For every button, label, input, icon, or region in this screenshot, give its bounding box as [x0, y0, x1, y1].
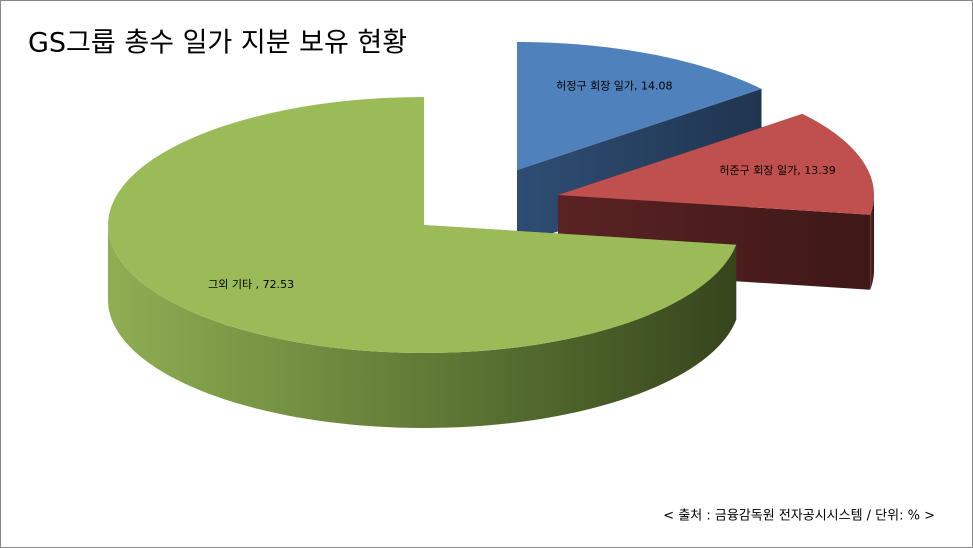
slice	[558, 113, 874, 215]
data-label: 허정구 회장 일가, 14.08	[556, 79, 672, 93]
slice-wall	[870, 195, 874, 290]
slice	[108, 97, 737, 353]
data-label: 허준구 회장 일가, 13.39	[719, 163, 835, 177]
chart-title: GS그룹 총수 일가 지분 보유 현황	[28, 28, 407, 59]
pie	[108, 42, 874, 428]
labels: 허정구 회장 일가, 14.08 허준구 회장 일가, 13.39 그외 기타 , …	[208, 79, 836, 291]
data-label: 그외 기타 , 72.53	[208, 278, 294, 291]
slice	[517, 42, 762, 170]
slice-wall	[108, 225, 737, 428]
source-note: < 출처 : 금융감독원 전자공시시스템 / 단위: % >	[663, 509, 935, 524]
